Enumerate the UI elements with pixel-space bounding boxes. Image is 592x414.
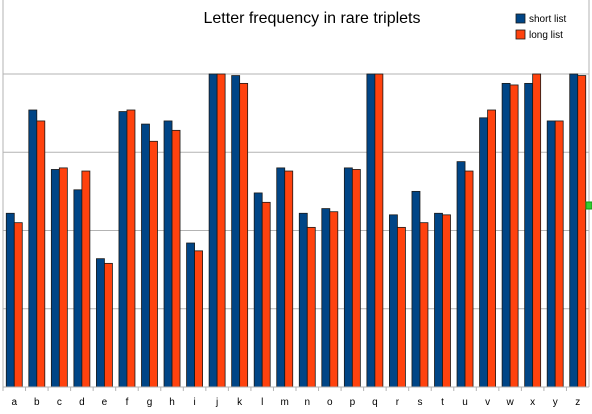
bar-short-list-n <box>298 212 308 388</box>
x-tick-label: a <box>11 397 17 408</box>
x-tick-label: n <box>304 397 310 408</box>
legend-swatch <box>515 13 526 24</box>
bar-long-list-q <box>374 73 384 388</box>
x-tick-label: u <box>462 397 468 408</box>
x-tick-label: z <box>575 397 580 408</box>
x-tick-label: f <box>126 397 129 408</box>
x-tick-label: p <box>350 397 356 408</box>
bar-long-list-b <box>36 120 46 388</box>
x-tick-label: d <box>79 397 85 408</box>
x-tick-label: r <box>396 397 400 408</box>
bar-short-list-f <box>118 111 128 388</box>
x-tick-label: v <box>485 397 490 408</box>
x-tick-label: w <box>505 397 514 408</box>
x-tick-label: x <box>530 397 535 408</box>
bar-long-list-o <box>329 211 339 388</box>
bar-long-list-r <box>397 226 406 388</box>
x-tick-label: s <box>417 397 422 408</box>
legend-label: short list <box>529 14 566 25</box>
bar-short-list-g <box>141 123 150 388</box>
bar-short-list-h <box>163 120 173 388</box>
bar-long-list-w <box>509 84 519 388</box>
legend-swatch <box>515 29 526 40</box>
bar-long-list-a <box>13 222 23 388</box>
x-tick-label: g <box>147 397 153 408</box>
bar-short-list-t <box>434 212 443 388</box>
bar-short-list-o <box>321 208 331 388</box>
chart-title: Letter frequency in rare triplets <box>204 10 421 27</box>
x-tick-label: b <box>34 397 40 408</box>
bar-long-list-i <box>194 250 203 388</box>
bar-long-list-p <box>351 169 361 388</box>
bar-short-list-y <box>546 120 556 388</box>
bar-long-list-l <box>261 201 271 388</box>
bar-short-list-a <box>5 212 15 388</box>
bar-short-list-c <box>50 169 60 388</box>
x-tick-label: h <box>169 397 175 408</box>
bar-long-list-e <box>104 262 113 388</box>
x-tick-label: c <box>57 397 62 408</box>
bar-long-list-n <box>306 226 316 388</box>
bar-short-list-v <box>479 117 488 388</box>
bars <box>5 73 587 388</box>
x-tick-label: t <box>441 397 444 408</box>
x-tick-label: e <box>102 397 108 408</box>
bar-long-list-j <box>216 73 226 388</box>
x-tick-labels: a b c d e f g h i j k l m n o p q r s t u v w x y z <box>11 397 580 408</box>
x-tick-label: k <box>237 397 243 408</box>
bar-long-list-z <box>577 75 587 388</box>
bar-long-list-y <box>554 120 564 388</box>
bar-short-list-e <box>96 258 105 388</box>
bar-long-list-v <box>487 109 496 388</box>
bar-long-list-x <box>532 73 542 388</box>
bar-long-list-m <box>284 170 294 388</box>
bar-short-list-p <box>343 167 353 388</box>
axes <box>2 0 590 391</box>
bar-short-list-k <box>231 75 241 388</box>
bar-short-list-m <box>276 167 286 388</box>
x-tick-label: m <box>281 397 289 408</box>
bar-short-list-s <box>411 190 421 388</box>
bar-short-list-i <box>186 242 195 388</box>
x-tick-label: q <box>372 397 378 408</box>
bar-short-list-r <box>389 214 398 388</box>
x-tick-label: j <box>215 397 218 408</box>
bar-short-list-x <box>524 82 534 388</box>
x-tick-label: o <box>327 397 333 408</box>
bar-short-list-u <box>456 161 466 388</box>
bar-short-list-z <box>569 73 579 388</box>
bar-long-list-g <box>149 140 158 388</box>
bar-long-list-f <box>126 109 136 388</box>
bar-long-list-h <box>171 129 181 388</box>
bar-short-list-j <box>208 73 218 388</box>
bar-short-list-l <box>253 192 263 388</box>
bar-short-list-b <box>28 109 38 388</box>
legend: short list long list <box>515 13 566 41</box>
x-tick-label: y <box>553 397 558 408</box>
bar-long-list-k <box>239 82 249 388</box>
bar-short-list-q <box>366 73 376 388</box>
bar-short-list-d <box>73 189 83 388</box>
bar-long-list-s <box>419 222 429 388</box>
gridlines <box>3 73 589 388</box>
x-tick-label: i <box>193 397 195 408</box>
legend-label: long list <box>529 30 563 41</box>
bar-long-list-u <box>464 170 474 388</box>
bar-short-list-w <box>501 82 511 388</box>
resize-handle[interactable] <box>585 201 592 210</box>
bar-long-list-t <box>442 214 451 388</box>
bar-long-list-c <box>58 167 68 388</box>
x-tick-label: l <box>261 397 263 408</box>
bar-long-list-d <box>81 170 91 388</box>
